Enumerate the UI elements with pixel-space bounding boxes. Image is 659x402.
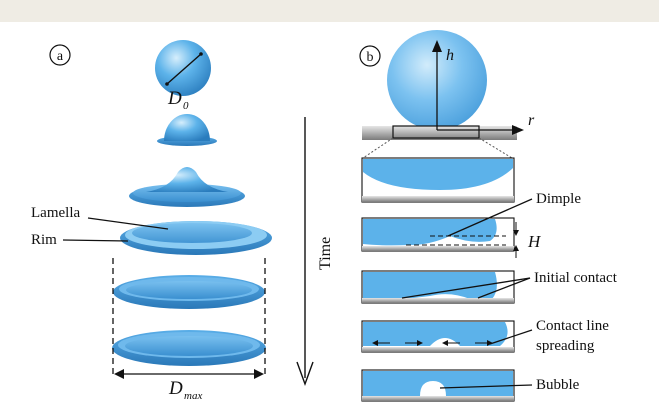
stage-box-dimple (361, 217, 515, 252)
zoom-box (392, 125, 480, 139)
dmax-subscript: max (184, 390, 202, 402)
dmax-label: D (168, 378, 183, 399)
panel-b: b h r H Dimpl (359, 30, 618, 402)
h-top-arrowhead (513, 230, 519, 236)
initial-contact-label: Initial contact (534, 270, 618, 286)
initial-drop (155, 40, 211, 96)
rim-pointer (62, 239, 129, 242)
initial-contact-pointer-2 (477, 277, 531, 299)
hemisphere-drop (157, 114, 217, 146)
header-band (0, 0, 659, 22)
dimple-pointer (447, 198, 533, 237)
h-axis-label: h (446, 47, 454, 64)
zoom-line-right (478, 137, 513, 159)
dimple-label: Dimple (536, 191, 581, 207)
d0-subscript: 0 (183, 100, 189, 112)
d0-label: D (167, 88, 182, 109)
panel-a-label: a (57, 49, 64, 64)
panel-b-circle (359, 45, 381, 67)
panel-b-label: b (367, 50, 374, 65)
time-label: Time (317, 237, 334, 270)
rim-label: Rim (31, 232, 57, 248)
panel-a-circle (49, 44, 71, 66)
bubble-pointer (439, 384, 533, 389)
panel-a: a D 0 Lamella Rim (31, 40, 272, 402)
stage-box-initial-contact (361, 270, 515, 304)
max-spread-disc-upper (113, 275, 265, 309)
contact-line-pointer (489, 329, 533, 345)
stage-box-bubble (361, 369, 515, 402)
time-arrow (296, 117, 314, 387)
spreading-drop (129, 167, 245, 207)
r-axis-label: r (528, 112, 535, 129)
dmax-arrow-left (114, 369, 124, 379)
dmax-arrow-right (254, 369, 264, 379)
zoom-line-left (362, 137, 394, 159)
height-label: H (527, 232, 542, 251)
r-axis-arrow (512, 125, 524, 135)
bubble-label: Bubble (536, 377, 580, 393)
lamella-pointer (87, 217, 169, 230)
h-axis-arrow (432, 40, 442, 52)
h-bottom-arrowhead (513, 245, 519, 251)
contact-line-label-2: spreading (536, 338, 595, 354)
stage-box-approach (361, 157, 515, 203)
max-spread-disc-lower (112, 330, 266, 366)
contact-line-label-1: Contact line (536, 318, 609, 334)
lamella-label: Lamella (31, 205, 80, 221)
stage-box-contact-line (361, 320, 515, 353)
initial-contact-pointer-1 (401, 277, 531, 299)
